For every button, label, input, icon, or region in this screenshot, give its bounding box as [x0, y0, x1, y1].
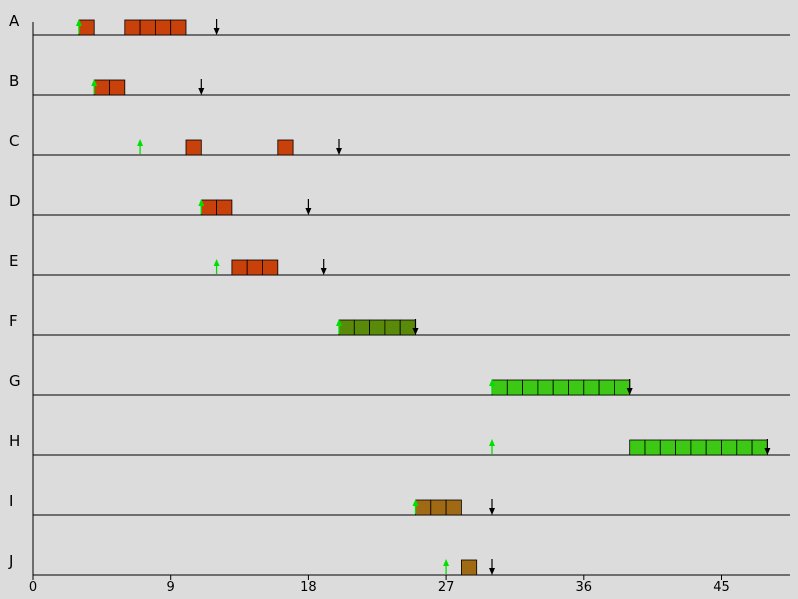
exec-block — [369, 319, 386, 336]
exec-block — [216, 199, 233, 216]
exec-block — [705, 439, 722, 456]
row-h: H — [9, 432, 790, 456]
x-tick: 9 — [167, 575, 175, 595]
row-c: C — [9, 132, 790, 156]
deadline-arrow-icon — [489, 499, 495, 515]
exec-block — [568, 379, 585, 396]
exec-block — [614, 379, 631, 396]
row-j: J — [8, 552, 495, 576]
row-b: B — [9, 72, 790, 96]
row-d: D — [9, 192, 790, 216]
row-label: C — [9, 132, 19, 150]
row-label: D — [9, 192, 21, 210]
arrival-arrow-icon — [137, 139, 144, 154]
x-tick: 0 — [29, 575, 37, 595]
row-e: E — [9, 252, 790, 276]
arrival-arrow-icon — [91, 79, 98, 94]
x-tick-label: 27 — [438, 580, 455, 595]
exec-block — [445, 499, 462, 516]
deadline-arrow-icon — [764, 439, 771, 455]
x-tick: 27 — [438, 575, 455, 595]
arrival-arrow-icon — [213, 259, 220, 274]
exec-block — [93, 79, 110, 96]
arrival-arrow-icon — [489, 439, 495, 454]
exec-block — [109, 79, 126, 96]
exec-block — [353, 319, 370, 336]
row-f: F — [9, 312, 790, 336]
x-tick-label: 9 — [167, 580, 175, 595]
exec-block — [522, 379, 539, 396]
x-tick: 45 — [713, 575, 730, 595]
exec-block — [78, 19, 95, 36]
row-label: A — [9, 12, 20, 30]
deadline-arrow-icon — [412, 319, 419, 335]
exec-block — [170, 19, 187, 36]
arrival-arrow-icon — [336, 319, 342, 334]
deadline-arrow-icon — [336, 139, 342, 155]
exec-block — [598, 379, 615, 396]
exec-block — [721, 439, 738, 456]
deadline-arrow-icon — [198, 79, 205, 95]
exec-block — [415, 499, 432, 516]
exec-block — [460, 559, 478, 576]
exec-block — [124, 19, 141, 36]
exec-block — [583, 379, 600, 396]
exec-block — [644, 439, 661, 456]
exec-block — [185, 139, 202, 156]
exec-block — [736, 439, 753, 456]
x-tick-label: 18 — [300, 580, 317, 595]
exec-block — [139, 19, 156, 36]
row-label: H — [9, 432, 20, 450]
deadline-arrow-icon — [320, 259, 327, 275]
x-tick-label: 36 — [576, 580, 593, 595]
x-tick: 36 — [576, 575, 593, 595]
exec-block — [154, 19, 172, 36]
row-label: B — [9, 72, 19, 90]
exec-block — [506, 379, 523, 396]
deadline-arrow-icon — [213, 19, 220, 35]
deadline-arrow-icon — [305, 199, 312, 215]
exec-block — [491, 379, 508, 396]
row-label: E — [9, 252, 18, 270]
arrival-arrow-icon — [489, 379, 495, 394]
arrival-arrow-icon — [443, 559, 450, 574]
exec-block — [629, 439, 646, 456]
exec-block — [751, 439, 768, 456]
row-label: G — [9, 372, 21, 390]
arrival-arrow-icon — [198, 199, 205, 214]
x-tick-label: 0 — [29, 580, 37, 595]
deadline-arrow-icon — [489, 559, 495, 575]
exec-block — [246, 259, 263, 276]
arrival-arrow-icon — [412, 499, 419, 514]
exec-block — [262, 259, 279, 276]
x-tick-label: 45 — [713, 580, 730, 595]
row-i: I — [9, 492, 790, 516]
exec-block — [675, 439, 692, 456]
row-label: F — [9, 312, 18, 330]
row-a: A — [9, 12, 790, 36]
exec-block — [690, 439, 707, 456]
exec-block — [399, 319, 416, 336]
exec-block — [338, 319, 355, 336]
arrival-arrow-icon — [75, 19, 82, 34]
deadline-arrow-icon — [626, 379, 633, 395]
exec-block — [537, 379, 554, 396]
row-g: G — [9, 372, 790, 396]
row-label: J — [8, 552, 13, 570]
exec-block — [384, 319, 401, 336]
exec-block — [552, 379, 569, 396]
exec-block — [231, 259, 248, 276]
row-label: I — [9, 492, 13, 510]
exec-block — [277, 139, 294, 156]
x-tick: 18 — [300, 575, 317, 595]
exec-block — [659, 439, 676, 456]
exec-block — [200, 199, 218, 216]
exec-block — [430, 499, 447, 516]
